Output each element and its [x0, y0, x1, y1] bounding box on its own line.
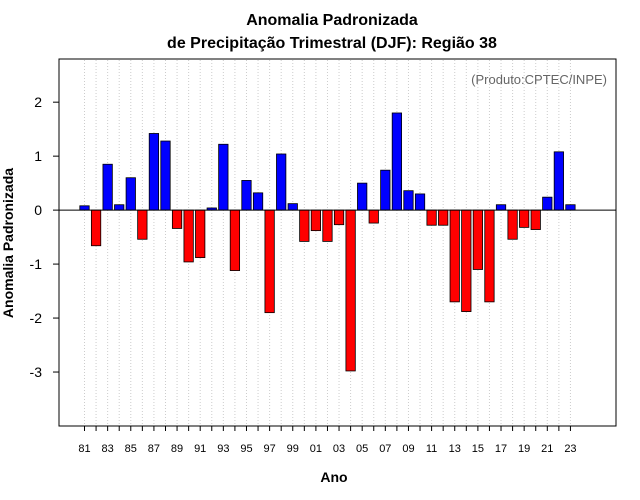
x-tick-label: 85 [125, 443, 137, 455]
bar-23 [565, 204, 576, 211]
bar-08 [391, 112, 402, 211]
bar-86 [137, 209, 148, 240]
y-axis-label: Anomalia Padronizada [0, 168, 16, 318]
bar-03 [333, 209, 345, 226]
bar-06 [368, 209, 379, 224]
x-tick-label: 89 [171, 443, 183, 455]
x-axis-label: Ano [320, 469, 347, 485]
bar-81 [79, 205, 90, 211]
x-tick-label: 11 [426, 443, 437, 455]
bar-00 [299, 209, 310, 242]
bar-17 [495, 204, 507, 211]
bar-10 [414, 193, 426, 211]
x-axis: 81 83 85 87 89 91 93 95 97 99 01 03 05 07 09 11 13 15 17 19… [78, 426, 577, 455]
bar-82 [90, 209, 102, 247]
x-tick-label: 91 [194, 443, 206, 455]
bar-11 [426, 209, 437, 226]
bar-02 [322, 209, 333, 242]
chart-title-line-2: de Precipitação Trimestral (DJF): Região… [167, 35, 497, 52]
bar-85 [125, 177, 136, 211]
x-tick-label: 95 [240, 443, 252, 455]
y-tick-label: -3 [30, 364, 43, 380]
x-tick-label: 05 [356, 443, 368, 455]
x-tick-label: 21 [541, 443, 553, 455]
y-tick-label: 1 [34, 148, 42, 164]
bar-87 [148, 133, 160, 211]
bars [79, 112, 576, 372]
vertical-grid [84, 60, 571, 425]
bar-93 [218, 143, 229, 211]
bar-83 [102, 163, 113, 211]
x-tick-label: 13 [449, 443, 461, 455]
x-tick-label: 83 [102, 443, 114, 455]
bar-14 [461, 209, 472, 312]
bar-04 [345, 209, 356, 372]
bar-16 [484, 209, 495, 303]
x-tick-label: 07 [379, 443, 391, 455]
x-tick-label: 19 [518, 443, 530, 455]
bar-21 [542, 196, 553, 211]
bar-19 [519, 209, 530, 228]
bar-22 [553, 151, 564, 211]
bar-01 [310, 209, 322, 232]
plot-frame [58, 58, 617, 427]
x-tick-label: 03 [333, 443, 345, 455]
bar-13 [449, 209, 460, 303]
chart-title-line-1: Anomalia Padronizada [246, 12, 418, 29]
bar-12 [438, 209, 449, 226]
bar-09 [403, 190, 414, 211]
y-tick-label: 0 [34, 202, 42, 218]
bar-89 [171, 209, 183, 229]
bar-97 [264, 209, 275, 314]
y-axis: -3 -2 -1 0 1 2 [30, 94, 59, 380]
bar-88 [160, 140, 171, 211]
bar-98 [276, 153, 287, 211]
bar-94 [229, 209, 241, 271]
x-tick-label: 17 [495, 443, 507, 455]
bar-84 [114, 204, 125, 211]
x-tick-label: 01 [310, 443, 322, 455]
product-credit: (Produto:CPTEC/INPE) [471, 72, 607, 87]
x-tick-label: 99 [287, 443, 299, 455]
bar-05 [357, 182, 368, 211]
y-tick-label: 2 [34, 94, 42, 110]
bar-18 [507, 209, 518, 240]
bar-90 [183, 209, 194, 263]
y-tick-label: -2 [30, 310, 43, 326]
y-tick-label: -1 [30, 256, 43, 272]
x-tick-label: 15 [472, 443, 484, 455]
bar-99 [287, 203, 298, 211]
bar-95 [241, 180, 252, 211]
bar-15 [472, 209, 483, 270]
bar-20 [530, 209, 541, 230]
bar-91 [195, 209, 206, 259]
bar-07 [380, 169, 391, 211]
x-tick-label: 87 [148, 443, 160, 455]
bar-96 [252, 192, 264, 211]
x-tick-label: 09 [402, 443, 414, 455]
x-tick-label: 93 [217, 443, 229, 455]
x-tick-label: 97 [263, 443, 275, 455]
x-tick-label: 23 [564, 443, 576, 455]
x-tick-label: 81 [78, 443, 90, 455]
